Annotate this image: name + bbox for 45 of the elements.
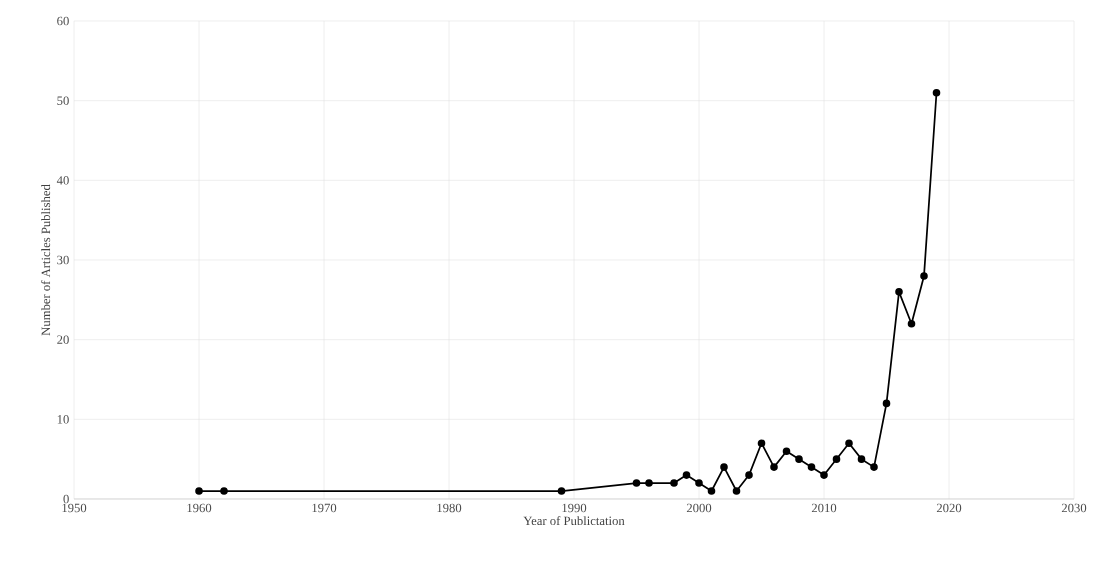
point [757, 439, 766, 448]
point [795, 455, 803, 463]
x-tick-label: 2020 [936, 503, 962, 513]
y-tick-label: 30 [57, 255, 69, 265]
point [695, 479, 703, 487]
point [732, 487, 741, 495]
point [920, 272, 928, 280]
point [220, 487, 228, 495]
point [782, 447, 791, 455]
x-tick-label: 2000 [686, 503, 712, 513]
x-tick-label: 1960 [187, 503, 212, 513]
x-tick-label: 2030 [1061, 503, 1087, 513]
point [632, 479, 641, 487]
point [895, 288, 903, 296]
point [682, 471, 691, 479]
x-axis-title: Year of Publictation [523, 516, 625, 526]
x-tick-label: 1980 [437, 503, 462, 513]
y-tick-label: 40 [56, 176, 69, 185]
point [670, 479, 678, 487]
y-tick-label: 10 [57, 415, 69, 424]
y-axis-title: Number of Articles Published [41, 184, 51, 336]
point [807, 463, 816, 471]
x-tick-label: 1950 [62, 503, 87, 513]
point [557, 487, 566, 495]
x-tick-label: 1970 [312, 503, 337, 513]
y-tick-label: 20 [57, 335, 69, 344]
point [707, 487, 716, 495]
y-tick-label: 50 [57, 96, 69, 105]
point [195, 487, 203, 495]
x-tick-label: 2010 [811, 503, 837, 513]
y-tick-label: 60 [57, 16, 69, 26]
point [932, 88, 941, 97]
point [845, 439, 853, 448]
point [832, 455, 841, 463]
point [857, 455, 866, 463]
x-tick-label: 1990 [562, 503, 587, 513]
point [745, 471, 753, 479]
point [645, 479, 653, 487]
point [882, 399, 891, 408]
point [870, 463, 878, 471]
point [820, 471, 828, 479]
point [770, 463, 778, 471]
y-tick-label: 0 [63, 494, 69, 504]
point [907, 319, 916, 328]
point [720, 463, 728, 471]
